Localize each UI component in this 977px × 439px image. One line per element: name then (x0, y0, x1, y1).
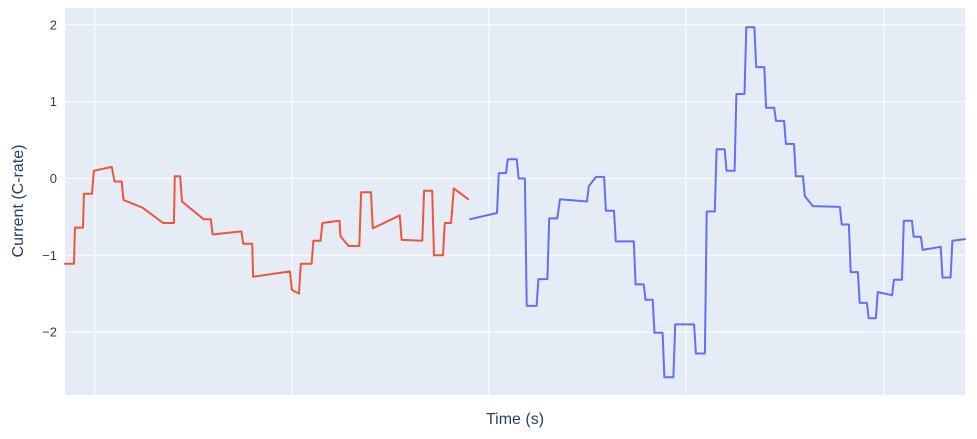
series-line-0 (64, 165, 470, 295)
series-line-1 (469, 26, 966, 379)
y-tick-label-3: 1 (50, 94, 57, 109)
y-tick-label-0: −2 (42, 325, 57, 340)
plot-background (65, 8, 965, 395)
x-axis-title: Time (s) (486, 411, 544, 428)
y-axis-title: Current (C-rate) (10, 145, 27, 258)
y-tick-label-1: −1 (42, 248, 57, 263)
series-layer (64, 26, 966, 379)
y-tick-label-4: 2 (50, 17, 57, 32)
y-gridlines (65, 24, 965, 333)
y-tick-label-2: 0 (50, 171, 57, 186)
y-tick-labels: −2 −1 0 1 2 (42, 17, 57, 339)
x-gridlines (94, 8, 885, 395)
